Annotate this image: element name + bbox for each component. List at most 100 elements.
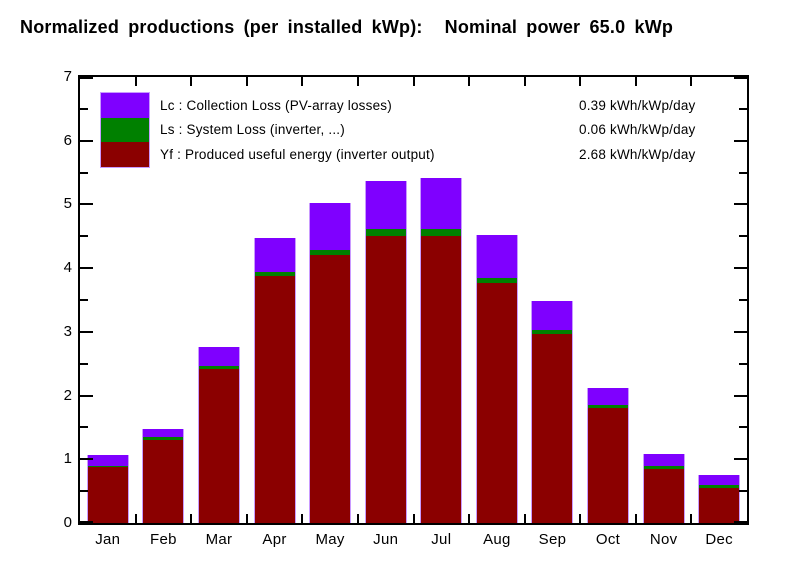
y-tick-label-4: 4: [63, 259, 72, 277]
x-boundary-tick: [134, 514, 137, 523]
y-major-tick: [734, 77, 747, 79]
bar-segment-ls-may: [310, 249, 351, 256]
y-major-tick: [734, 330, 747, 333]
y-major-tick: [80, 394, 93, 397]
x-tick-label-mar: Mar: [205, 531, 233, 548]
x-tick-label-jul: Jul: [431, 531, 452, 548]
chart-title: Normalized productions (per installed kW…: [20, 17, 780, 38]
bar-segment-ls-oct: [588, 404, 629, 409]
bar-segment-ls-apr: [254, 271, 295, 277]
bar-segment-lc-may: [310, 203, 351, 250]
bar-segment-lc-aug: [476, 235, 517, 279]
y-minor-tick: [80, 490, 88, 493]
bar-segment-ls-mar: [198, 365, 239, 370]
legend-row-lc: Lc : Collection Loss (PV-array losses) 0.…: [160, 93, 695, 118]
y-tick-label-1: 1: [63, 450, 72, 468]
y-tick-label-0: 0: [63, 514, 72, 531]
y-minor-tick: [739, 107, 747, 110]
bar-segment-lc-mar: [198, 346, 239, 366]
bar-nov: [642, 454, 685, 523]
bar-segment-yf-sep: [532, 333, 573, 523]
y-minor-tick: [80, 362, 88, 365]
x-tick-label-aug: Aug: [483, 531, 511, 548]
x-tick-label-jan: Jan: [95, 531, 121, 548]
bar-oct: [587, 387, 630, 523]
bar-segment-ls-jul: [421, 229, 462, 236]
bar-segment-yf-may: [310, 255, 351, 523]
x-boundary-tick: [468, 514, 471, 523]
bar-segment-lc-apr: [254, 237, 295, 272]
bar-segment-ls-feb: [143, 437, 184, 440]
bar-jul: [420, 178, 463, 523]
bar-segment-yf-mar: [198, 369, 239, 523]
bar-segment-yf-dec: [699, 487, 740, 523]
bar-dec: [698, 475, 741, 523]
bar-segment-ls-jan: [87, 465, 128, 467]
bar-segment-lc-oct: [588, 387, 629, 405]
x-boundary-tick: [412, 77, 415, 86]
y-minor-tick: [80, 107, 88, 110]
y-tick-label-7: 7: [63, 68, 72, 85]
y-major-tick: [80, 521, 93, 523]
bar-segment-yf-nov: [643, 468, 684, 523]
bar-segment-lc-jun: [365, 180, 406, 230]
x-boundary-tick: [245, 77, 248, 86]
bar-segment-lc-feb: [143, 428, 184, 437]
y-major-tick: [80, 330, 93, 333]
legend-value-lc: 0.39 kWh/kWp/day: [579, 97, 696, 113]
bar-segment-ls-aug: [476, 278, 517, 284]
y-tick-label-3: 3: [63, 322, 72, 340]
y-minor-tick: [739, 171, 747, 174]
x-tick-label-dec: Dec: [705, 531, 733, 548]
x-boundary-tick: [579, 514, 582, 523]
bar-segment-yf-oct: [588, 408, 629, 523]
legend-swatch-stack: [100, 92, 150, 168]
y-major-tick: [734, 394, 747, 397]
legend-swatch-yf: [101, 142, 149, 167]
bar-sep: [531, 300, 574, 523]
y-minor-tick: [80, 426, 88, 429]
legend-row-ls: Ls : System Loss (inverter, ...) 0.06 kWh…: [160, 118, 695, 143]
x-boundary-tick: [190, 514, 193, 523]
legend-row-yf: Yf : Produced useful energy (inverter ou…: [160, 142, 695, 167]
bar-mar: [197, 346, 240, 523]
x-tick-label-jun: Jun: [373, 531, 399, 548]
bar-segment-yf-jul: [421, 235, 462, 523]
y-minor-tick: [80, 235, 88, 238]
bar-segment-yf-feb: [143, 439, 184, 523]
bar-segment-yf-apr: [254, 276, 295, 523]
bar-segment-yf-jan: [87, 466, 128, 523]
bar-segment-ls-nov: [643, 466, 684, 469]
bar-segment-yf-aug: [476, 283, 517, 523]
legend-label-yf: Yf : Produced useful energy (inverter ou…: [160, 146, 435, 162]
y-tick-label-5: 5: [63, 195, 72, 213]
y-major-tick: [80, 203, 93, 206]
y-major-tick: [734, 139, 747, 142]
chart-title-left: Normalized productions (per installed kW…: [20, 17, 423, 37]
legend-value-ls: 0.06 kWh/kWp/day: [579, 122, 696, 138]
y-major-tick: [80, 267, 93, 270]
bar-segment-lc-sep: [532, 300, 573, 330]
x-tick-label-sep: Sep: [538, 531, 567, 548]
bar-may: [309, 203, 352, 523]
x-boundary-tick: [301, 514, 304, 523]
bar-segment-ls-dec: [699, 485, 740, 488]
x-boundary-tick: [690, 514, 693, 523]
x-boundary-tick: [190, 77, 193, 86]
x-boundary-tick: [134, 77, 137, 86]
y-minor-tick: [739, 362, 747, 365]
y-major-tick: [80, 139, 93, 142]
bar-segment-lc-nov: [643, 454, 684, 467]
x-boundary-tick: [356, 514, 359, 523]
bar-jan: [86, 454, 129, 523]
y-major-tick: [734, 267, 747, 270]
bar-apr: [253, 237, 296, 523]
bar-segment-yf-jun: [365, 235, 406, 523]
y-tick-label-2: 2: [63, 386, 72, 404]
x-boundary-tick: [579, 77, 582, 86]
bar-aug: [475, 235, 518, 523]
x-tick-label-feb: Feb: [149, 531, 177, 548]
bar-feb: [142, 428, 185, 523]
y-major-tick: [734, 203, 747, 206]
plot-area: Lc : Collection Loss (PV-array losses) 0.…: [78, 75, 749, 525]
